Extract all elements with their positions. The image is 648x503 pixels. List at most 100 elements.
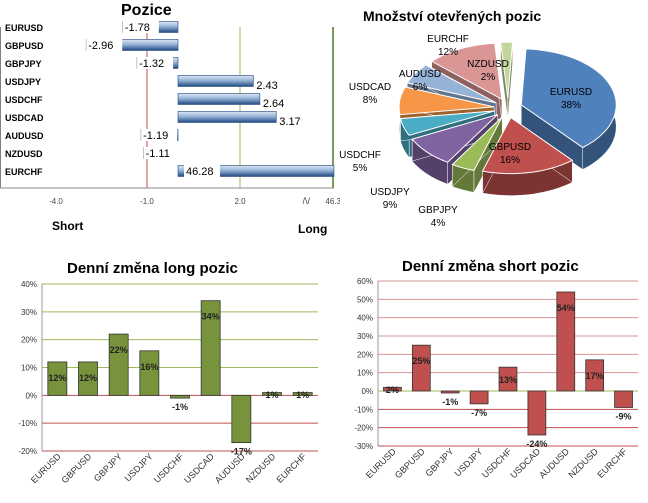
short-bar-usdchf	[498, 366, 518, 392]
short-bar-usdjpy	[469, 390, 489, 405]
pie-pct-usdchf: 5%	[353, 163, 368, 174]
open-positions-pie-panel: Množství otevřených pozic EURUSD 38% GBPUS…	[330, 0, 648, 245]
pie-pct-nzdusd: 2%	[481, 72, 496, 83]
short-y-tick-40-: 40%	[357, 314, 373, 323]
pie-pct-usdjpy: 9%	[383, 200, 398, 211]
long-y-tick-30-: 30%	[21, 308, 37, 317]
long-x-tick-usdcad: USDCAD	[182, 451, 216, 485]
long-x-tick-eurusd: EURUSD	[29, 451, 63, 485]
short-y-tick-30-: 30%	[357, 332, 373, 341]
long-value-label-usdcad: 34%	[202, 312, 220, 322]
category-label-gbpusd: GBPUSD	[5, 41, 44, 51]
short-y-tick--20-: -20%	[354, 424, 373, 433]
short-bar-gbpjpy	[440, 390, 460, 394]
short-bar-nzdusd	[585, 359, 605, 392]
short-value-label-gbpjpy: -1%	[442, 397, 458, 407]
pie-chart: EURUSD 38% GBPUSD 16% GBPJPY 4% USDJPY 9% USDCHF…	[339, 34, 617, 229]
short-value-label-gbpusd: 25%	[412, 356, 430, 366]
pie-chart-title: Množství otevřených pozic	[363, 8, 542, 24]
category-label-gbpjpy: GBPJPY	[5, 59, 42, 69]
value-label-usdcad: 3.17	[279, 116, 300, 128]
axis-break-mark: /\/	[302, 196, 310, 206]
short-value-label-usdcad: -24%	[526, 439, 547, 449]
value-label-audusd: -1.19	[143, 130, 168, 142]
slice-audusd	[406, 64, 497, 104]
slice-gbpusd	[481, 116, 574, 175]
short-y-tick-20-: 20%	[357, 350, 373, 359]
long-bar-usdcad	[200, 300, 221, 396]
short-bar-gbpusd	[411, 344, 431, 392]
category-label-eurchf: EURCHF	[5, 167, 43, 177]
value-label-bg-nzdusd	[143, 147, 180, 159]
pie-label-gbpjpy: GBPJPY	[418, 205, 458, 216]
value-label-bg-gbpjpy	[137, 57, 174, 69]
long-value-label-eurusd: 12%	[48, 373, 66, 383]
slice-usdjpy	[411, 114, 498, 163]
short-label: Short	[52, 219, 83, 233]
long-y-tick-10-: 10%	[21, 364, 37, 373]
value-label-bg-usdchf	[260, 97, 297, 109]
value-label-gbpusd: -2.96	[88, 40, 113, 52]
slice-eurchf	[430, 42, 503, 101]
category-label-nzdusd: NZDUSD	[5, 149, 43, 159]
short-y-tick-60-: 60%	[357, 277, 373, 286]
category-label-usdchf: USDCHF	[5, 95, 43, 105]
short-bar-eurusd	[383, 386, 402, 392]
short-value-label-eurchf: -9%	[616, 412, 632, 422]
long-y-tick-0-: 0%	[25, 391, 37, 400]
short-value-label-eurusd: 2%	[386, 385, 399, 395]
long-bar-gbpusd	[78, 361, 98, 396]
short-x-tick-gbpusd: GBPUSD	[393, 446, 427, 480]
long-bar-eurchf	[292, 392, 313, 396]
category-label-audusd: AUDUSD	[5, 131, 44, 141]
short-y-tick-0-: 0%	[361, 387, 373, 396]
short-bar-usdcad	[527, 390, 547, 436]
long-label: Long	[298, 222, 327, 236]
bar-usdjpy	[177, 75, 254, 87]
long-value-label-usdjpy: 16%	[140, 362, 158, 372]
x-tick-label-2-0: 2.0	[234, 197, 246, 206]
x-tick-label--1-0: -1.0	[140, 197, 154, 206]
long-value-label-eurchf: 1%	[296, 390, 309, 400]
category-label-usdcad: USDCAD	[5, 113, 44, 123]
short-value-label-usdchf: 13%	[499, 375, 517, 385]
long-value-label-usdchf: -1%	[172, 402, 188, 412]
value-label-nzdusd: -1.11	[146, 148, 170, 160]
long-change-title: Denní změna long pozic	[67, 260, 238, 277]
long-x-tick-gbpusd: GBPUSD	[59, 451, 93, 485]
value-label-eurchf: 46.28	[186, 166, 214, 178]
bar-usdchf	[177, 93, 261, 105]
long-value-label-gbpusd: 12%	[79, 373, 97, 383]
value-label-usdjpy: 2.43	[256, 80, 277, 92]
pie-label-usdjpy: USDJPY	[370, 187, 410, 198]
pie-pct-usdcad: 8%	[363, 95, 378, 106]
pie-pct-eurusd: 38%	[561, 100, 581, 111]
short-x-tick-eurchf: EURCHF	[595, 446, 629, 480]
value-label-bg-eurchf	[184, 165, 220, 177]
value-label-usdchf: 2.64	[263, 98, 284, 110]
short-x-tick-usdcad: USDCAD	[508, 446, 542, 480]
long-value-label-gbpjpy: 22%	[110, 345, 128, 355]
short-change-title: Denní změna short pozic	[402, 258, 579, 275]
x-tick-label-46-3: 46.3	[325, 197, 340, 206]
short-y-tick-10-: 10%	[357, 369, 373, 378]
category-label-usdjpy: USDJPY	[5, 77, 41, 87]
pie-pct-audusd: 6%	[413, 82, 428, 93]
long-change-panel: Denní změna long pozic 40% 30% 20% 10% 0% -10…	[0, 255, 330, 503]
long-y-tick-20-: 20%	[21, 336, 37, 345]
value-label-eurusd: -1.78	[125, 22, 150, 34]
long-x-tick-usdjpy: USDJPY	[123, 451, 155, 483]
pie-label-usdchf: USDCHF	[339, 150, 381, 161]
value-label-bg-eurusd	[122, 21, 159, 33]
short-value-label-nzdusd: 17%	[586, 371, 604, 381]
long-x-tick-eurchf: EURCHF	[274, 451, 308, 485]
short-value-label-audusd: 54%	[557, 303, 575, 313]
pie-label-usdcad: USDCAD	[349, 82, 391, 93]
value-label-gbpjpy: -1.32	[139, 58, 164, 70]
long-y-tick--10-: -10%	[18, 419, 37, 428]
short-change-chart: 60% 50% 40% 30% 20% 10% 0% -10% -20% -30% 2% EURUSD…	[354, 277, 638, 480]
pie-pct-gbpjpy: 4%	[431, 218, 446, 229]
long-x-tick-usdchf: USDCHF	[152, 451, 186, 485]
short-x-tick-audusd: AUDUSD	[537, 446, 571, 480]
pie-pct-eurchf: 12%	[438, 47, 458, 58]
